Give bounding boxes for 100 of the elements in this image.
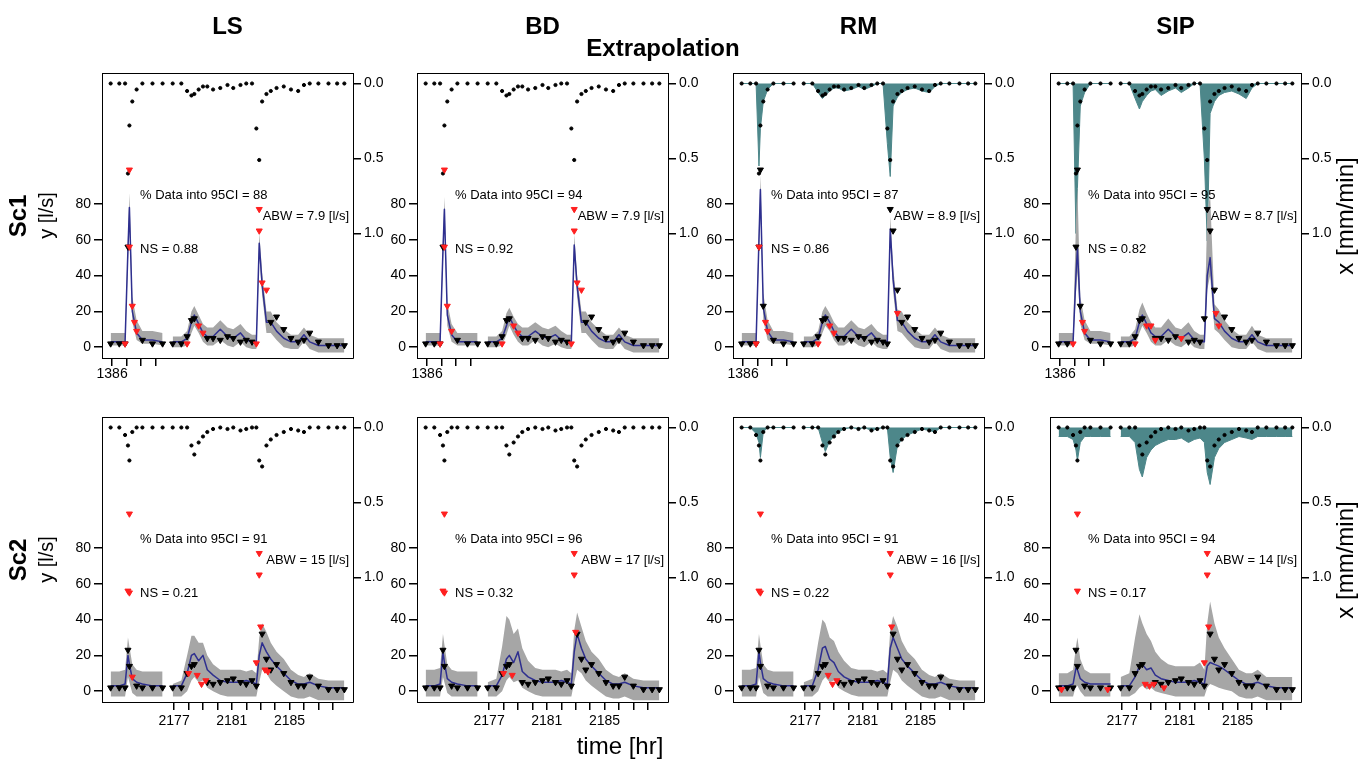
- x-axis-title: time [hr]: [575, 732, 665, 760]
- y2-tick-label: 0.5: [1312, 493, 1332, 510]
- x-tick-label: 2177: [158, 712, 190, 729]
- text: 1386: [96, 364, 128, 381]
- y2-tick-label: 1.0: [364, 568, 384, 585]
- y2-tick-label: 0.0: [364, 74, 384, 91]
- x-tick-label: 2185: [588, 712, 621, 729]
- y-tick-label: 60: [75, 574, 92, 591]
- y2-tick-label: 0.0: [679, 418, 699, 435]
- y-tick-label: 0: [83, 338, 92, 355]
- annotation: % Data into 95CI = 88: [140, 186, 268, 202]
- x-tick-label: 2177: [473, 712, 505, 729]
- y-tick-label: 20: [390, 646, 407, 663]
- annotation: NS = 0.32: [455, 584, 514, 600]
- annotation: NS = 0.17: [1088, 584, 1147, 600]
- y-tick-label: 80: [390, 194, 407, 211]
- y-tick-label: 60: [75, 230, 92, 247]
- y-tick-label: 0: [714, 682, 723, 699]
- y-tick-label: 80: [1023, 194, 1040, 211]
- text: Sc2: [4, 537, 32, 583]
- annotation: NS = 0.21: [140, 584, 199, 600]
- annotation: % Data into 95CI = 91: [771, 530, 899, 546]
- y2-axis-title: x [mm/min]: [1331, 499, 1358, 621]
- text: 1386: [411, 364, 443, 381]
- y-tick-label: 40: [390, 266, 407, 283]
- chart-title: LS: [211, 12, 244, 40]
- annotation: NS = 0.92: [455, 240, 514, 256]
- y2-tick-label: 0.0: [1312, 418, 1332, 435]
- chart-title: RM: [839, 12, 878, 39]
- text: 1386: [727, 364, 759, 381]
- y2-tick-label: 1.0: [995, 224, 1015, 241]
- annotation: ABW = 7.9 [l/s]: [577, 207, 664, 223]
- y-tick-label: 20: [390, 302, 407, 319]
- y2-tick-label: 1.0: [679, 568, 699, 585]
- annotation: ABW = 17 [l/s]: [581, 551, 664, 567]
- y-tick-label: 60: [706, 230, 723, 247]
- y2-tick-label: 0.5: [364, 493, 384, 510]
- y2-tick-label: 0.5: [679, 493, 699, 510]
- chart-title: SIP: [1155, 12, 1196, 40]
- y-tick-label: 20: [706, 302, 723, 319]
- x-tick-label: 2185: [1221, 712, 1254, 729]
- y-tick-label: 20: [1023, 646, 1040, 663]
- y-tick-label: 40: [706, 610, 723, 627]
- y-tick-label: 0: [1031, 682, 1040, 699]
- text: Sc1: [4, 193, 32, 239]
- annotation: ABW = 16 [l/s]: [897, 551, 980, 567]
- y-tick-label: 80: [1023, 538, 1040, 555]
- y-axis-title: y [l/s]: [34, 534, 58, 585]
- annotation: % Data into 95CI = 94: [455, 186, 583, 202]
- y2-tick-label: 1.0: [364, 224, 384, 241]
- y2-tick-label: 0.5: [995, 149, 1015, 166]
- annotation: % Data into 95CI = 96: [455, 530, 583, 546]
- y-tick-label: 40: [75, 610, 92, 627]
- y-tick-label: 20: [75, 646, 92, 663]
- annotation: NS = 0.88: [140, 240, 199, 256]
- x-tick-label: 2177: [789, 712, 821, 729]
- y2-tick-label: 0.0: [1312, 74, 1332, 91]
- y2-tick-label: 0.0: [995, 418, 1015, 435]
- y-tick-label: 20: [1023, 302, 1040, 319]
- chart-title: BD: [525, 12, 560, 39]
- y-tick-label: 20: [75, 302, 92, 319]
- y-tick-label: 0: [1031, 338, 1040, 355]
- y2-tick-label: 0.5: [1312, 149, 1332, 166]
- text: Extrapolation: [586, 34, 740, 61]
- y-tick-label: 60: [390, 230, 407, 247]
- y-tick-label: 20: [706, 646, 723, 663]
- y2-tick-label: 0.0: [679, 74, 699, 91]
- y-tick-label: 0: [714, 338, 723, 355]
- y2-tick-label: 0.0: [995, 74, 1015, 91]
- y-tick-label: 80: [390, 538, 407, 555]
- y-tick-label: 60: [706, 574, 723, 591]
- y-tick-label: 80: [706, 194, 723, 211]
- y-tick-label: 0: [398, 682, 407, 699]
- x-tick-label: 2181: [531, 712, 563, 729]
- y2-tick-label: 0.5: [679, 149, 699, 166]
- y-tick-label: 40: [706, 266, 723, 283]
- annotation: ABW = 15 [l/s]: [266, 551, 349, 567]
- y-tick-label: 80: [75, 194, 92, 211]
- annotation: ABW = 8.9 [l/s]: [893, 207, 980, 223]
- x-tick-label: 2181: [1164, 712, 1196, 729]
- y-tick-label: 80: [75, 538, 92, 555]
- annotation: % Data into 95CI = 87: [771, 186, 899, 202]
- annotation: ABW = 14 [l/s]: [1214, 551, 1297, 567]
- y-tick-label: 80: [706, 538, 723, 555]
- y2-tick-label: 1.0: [1312, 224, 1332, 241]
- y-tick-label: 40: [1023, 266, 1040, 283]
- y-axis-title: y [l/s]: [34, 190, 58, 241]
- x-tick-label: 2181: [216, 712, 248, 729]
- y2-tick-label: 0.0: [364, 418, 384, 435]
- y-tick-label: 60: [1023, 230, 1040, 247]
- y-tick-label: 40: [390, 610, 407, 627]
- y2-tick-label: 1.0: [679, 224, 699, 241]
- y-tick-label: 40: [75, 266, 92, 283]
- y2-tick-label: 0.5: [364, 149, 384, 166]
- x-tick-label: 2177: [1106, 712, 1138, 729]
- annotation: NS = 0.86: [771, 240, 830, 256]
- y-tick-label: 40: [1023, 610, 1040, 627]
- y2-tick-label: 1.0: [1312, 568, 1332, 585]
- x-tick-label: 2185: [904, 712, 937, 729]
- y2-axis-title: x [mm/min]: [1331, 155, 1358, 277]
